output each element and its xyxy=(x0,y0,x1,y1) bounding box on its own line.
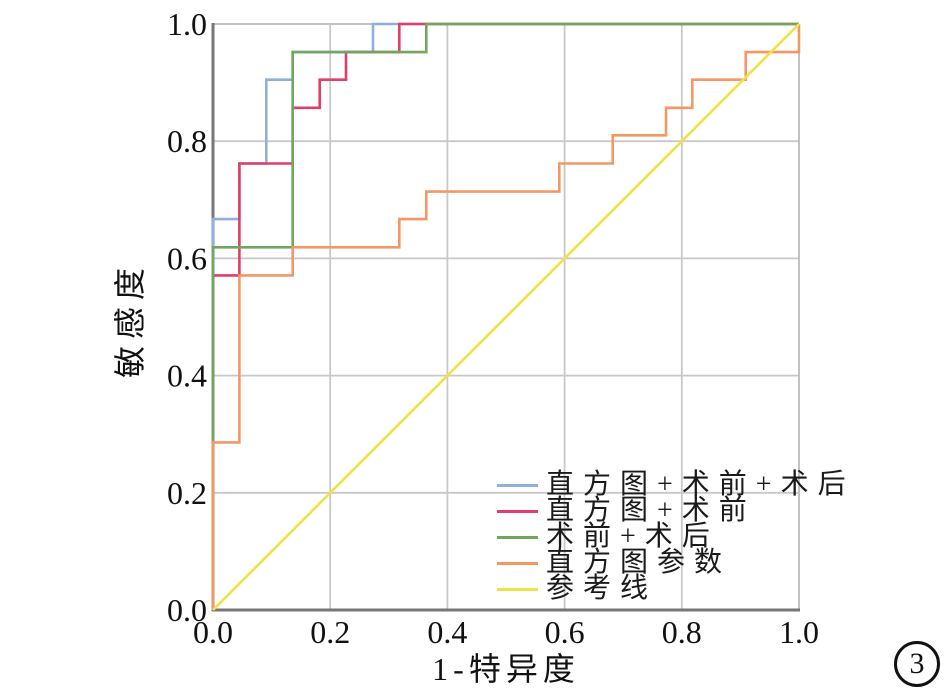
chart-legend: 直方图+术前+术后 直方图+术前 术前+术后 直方图参数 参考线 xyxy=(497,469,855,604)
legend-label: 参考线 xyxy=(546,573,658,604)
reference-line xyxy=(212,23,800,611)
legend-color-swatch xyxy=(497,561,538,565)
legend-item: 参考线 xyxy=(497,573,855,604)
roc-curve xyxy=(211,22,799,610)
y-tick-label: 1.0 xyxy=(167,6,207,42)
legend-color-swatch xyxy=(497,483,538,487)
legend-item: 直方图+术前 xyxy=(497,495,855,526)
x-tick-label: 0.4 xyxy=(427,614,467,650)
y-tick-label: 0.6 xyxy=(167,240,207,276)
x-axis-title: 1-特异度 xyxy=(432,651,580,687)
legend-label: 直方图+术前 xyxy=(546,495,756,526)
y-tick-label: 0.2 xyxy=(167,475,207,511)
y-tick-label: 0.8 xyxy=(167,123,207,159)
x-tick-label: 0.0 xyxy=(193,614,233,650)
x-tick-label: 0.2 xyxy=(310,614,350,650)
legend-item: 术前+术后 xyxy=(497,521,855,552)
y-tick-label: 0.0 xyxy=(167,592,207,628)
legend-color-swatch xyxy=(497,535,538,539)
x-tick-label: 1.0 xyxy=(779,614,819,650)
y-tick-label: 0.4 xyxy=(167,358,207,394)
legend-item: 直方图+术前+术后 xyxy=(497,469,855,500)
legend-item: 直方图参数 xyxy=(497,547,855,578)
legend-label: 术前+术后 xyxy=(546,521,719,552)
x-tick-label: 0.8 xyxy=(662,614,702,650)
legend-color-swatch xyxy=(497,509,538,513)
legend-color-swatch xyxy=(497,587,538,591)
figure-number-text: 3 xyxy=(909,647,925,680)
legend-label: 直方图+术前+术后 xyxy=(546,469,855,500)
y-axis-title: 敏感度 xyxy=(112,260,148,378)
roc-curve xyxy=(211,24,801,610)
x-tick-label: 0.6 xyxy=(545,614,585,650)
figure-number-badge: 3 xyxy=(894,641,940,687)
roc-curve xyxy=(211,22,799,610)
legend-label: 直方图参数 xyxy=(546,547,732,578)
